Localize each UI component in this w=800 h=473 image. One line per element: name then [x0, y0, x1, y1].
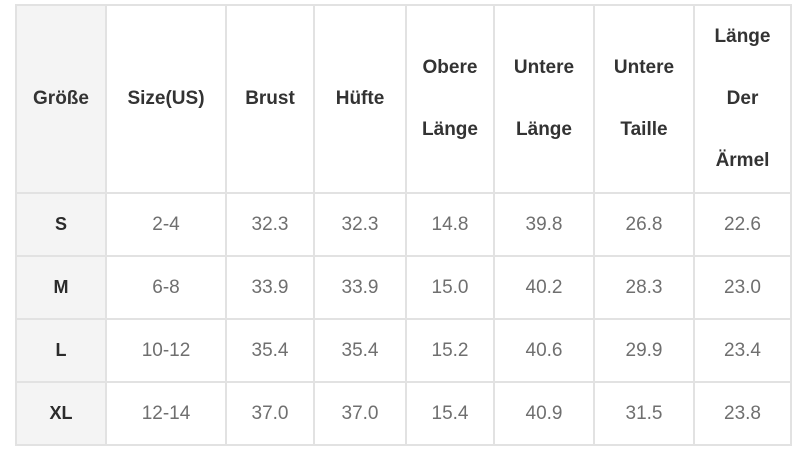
- column-header-laenge-der-aermel: Länge Der Ärmel: [693, 4, 792, 194]
- table-cell: 40.9: [493, 381, 595, 446]
- column-header-size-us: Size(US): [105, 4, 227, 194]
- table-cell: 22.6: [693, 192, 792, 257]
- row-label: M: [15, 255, 107, 320]
- row-label: XL: [15, 381, 107, 446]
- table-cell: 32.3: [313, 192, 407, 257]
- table-cell: 23.4: [693, 318, 792, 383]
- column-header-huefte: Hüfte: [313, 4, 407, 194]
- table-cell: 35.4: [313, 318, 407, 383]
- column-header-untere-taille: Untere Taille: [593, 4, 695, 194]
- table-cell: 32.3: [225, 192, 315, 257]
- table-row-m: M 6-8 33.9 33.9 15.0 40.2 28.3 23.0: [15, 255, 792, 320]
- table-cell: 33.9: [313, 255, 407, 320]
- table-cell: 28.3: [593, 255, 695, 320]
- size-chart-table: Größe Size(US) Brust Hüfte Obere Länge U…: [15, 4, 792, 446]
- table-cell: 26.8: [593, 192, 695, 257]
- table-row-s: S 2-4 32.3 32.3 14.8 39.8 26.8 22.6: [15, 192, 792, 257]
- table-cell: 15.0: [405, 255, 495, 320]
- table-cell: 31.5: [593, 381, 695, 446]
- table-row-xl: XL 12-14 37.0 37.0 15.4 40.9 31.5 23.8: [15, 381, 792, 446]
- column-header-brust: Brust: [225, 4, 315, 194]
- table-cell: 33.9: [225, 255, 315, 320]
- column-header-untere-laenge: Untere Länge: [493, 4, 595, 194]
- table-cell: 6-8: [105, 255, 227, 320]
- header-row: Größe Size(US) Brust Hüfte Obere Länge U…: [15, 4, 792, 194]
- table-cell: 23.8: [693, 381, 792, 446]
- table-cell: 23.0: [693, 255, 792, 320]
- table-cell: 39.8: [493, 192, 595, 257]
- column-header-obere-laenge: Obere Länge: [405, 4, 495, 194]
- table-cell: 14.8: [405, 192, 495, 257]
- table-cell: 29.9: [593, 318, 695, 383]
- row-label: S: [15, 192, 107, 257]
- table-cell: 40.2: [493, 255, 595, 320]
- column-header-groesse: Größe: [15, 4, 107, 194]
- table-cell: 10-12: [105, 318, 227, 383]
- row-label: L: [15, 318, 107, 383]
- table-cell: 15.4: [405, 381, 495, 446]
- table-cell: 15.2: [405, 318, 495, 383]
- table-row-l: L 10-12 35.4 35.4 15.2 40.6 29.9 23.4: [15, 318, 792, 383]
- table-cell: 12-14: [105, 381, 227, 446]
- table-cell: 2-4: [105, 192, 227, 257]
- table-cell: 40.6: [493, 318, 595, 383]
- table-cell: 35.4: [225, 318, 315, 383]
- table-cell: 37.0: [313, 381, 407, 446]
- table-cell: 37.0: [225, 381, 315, 446]
